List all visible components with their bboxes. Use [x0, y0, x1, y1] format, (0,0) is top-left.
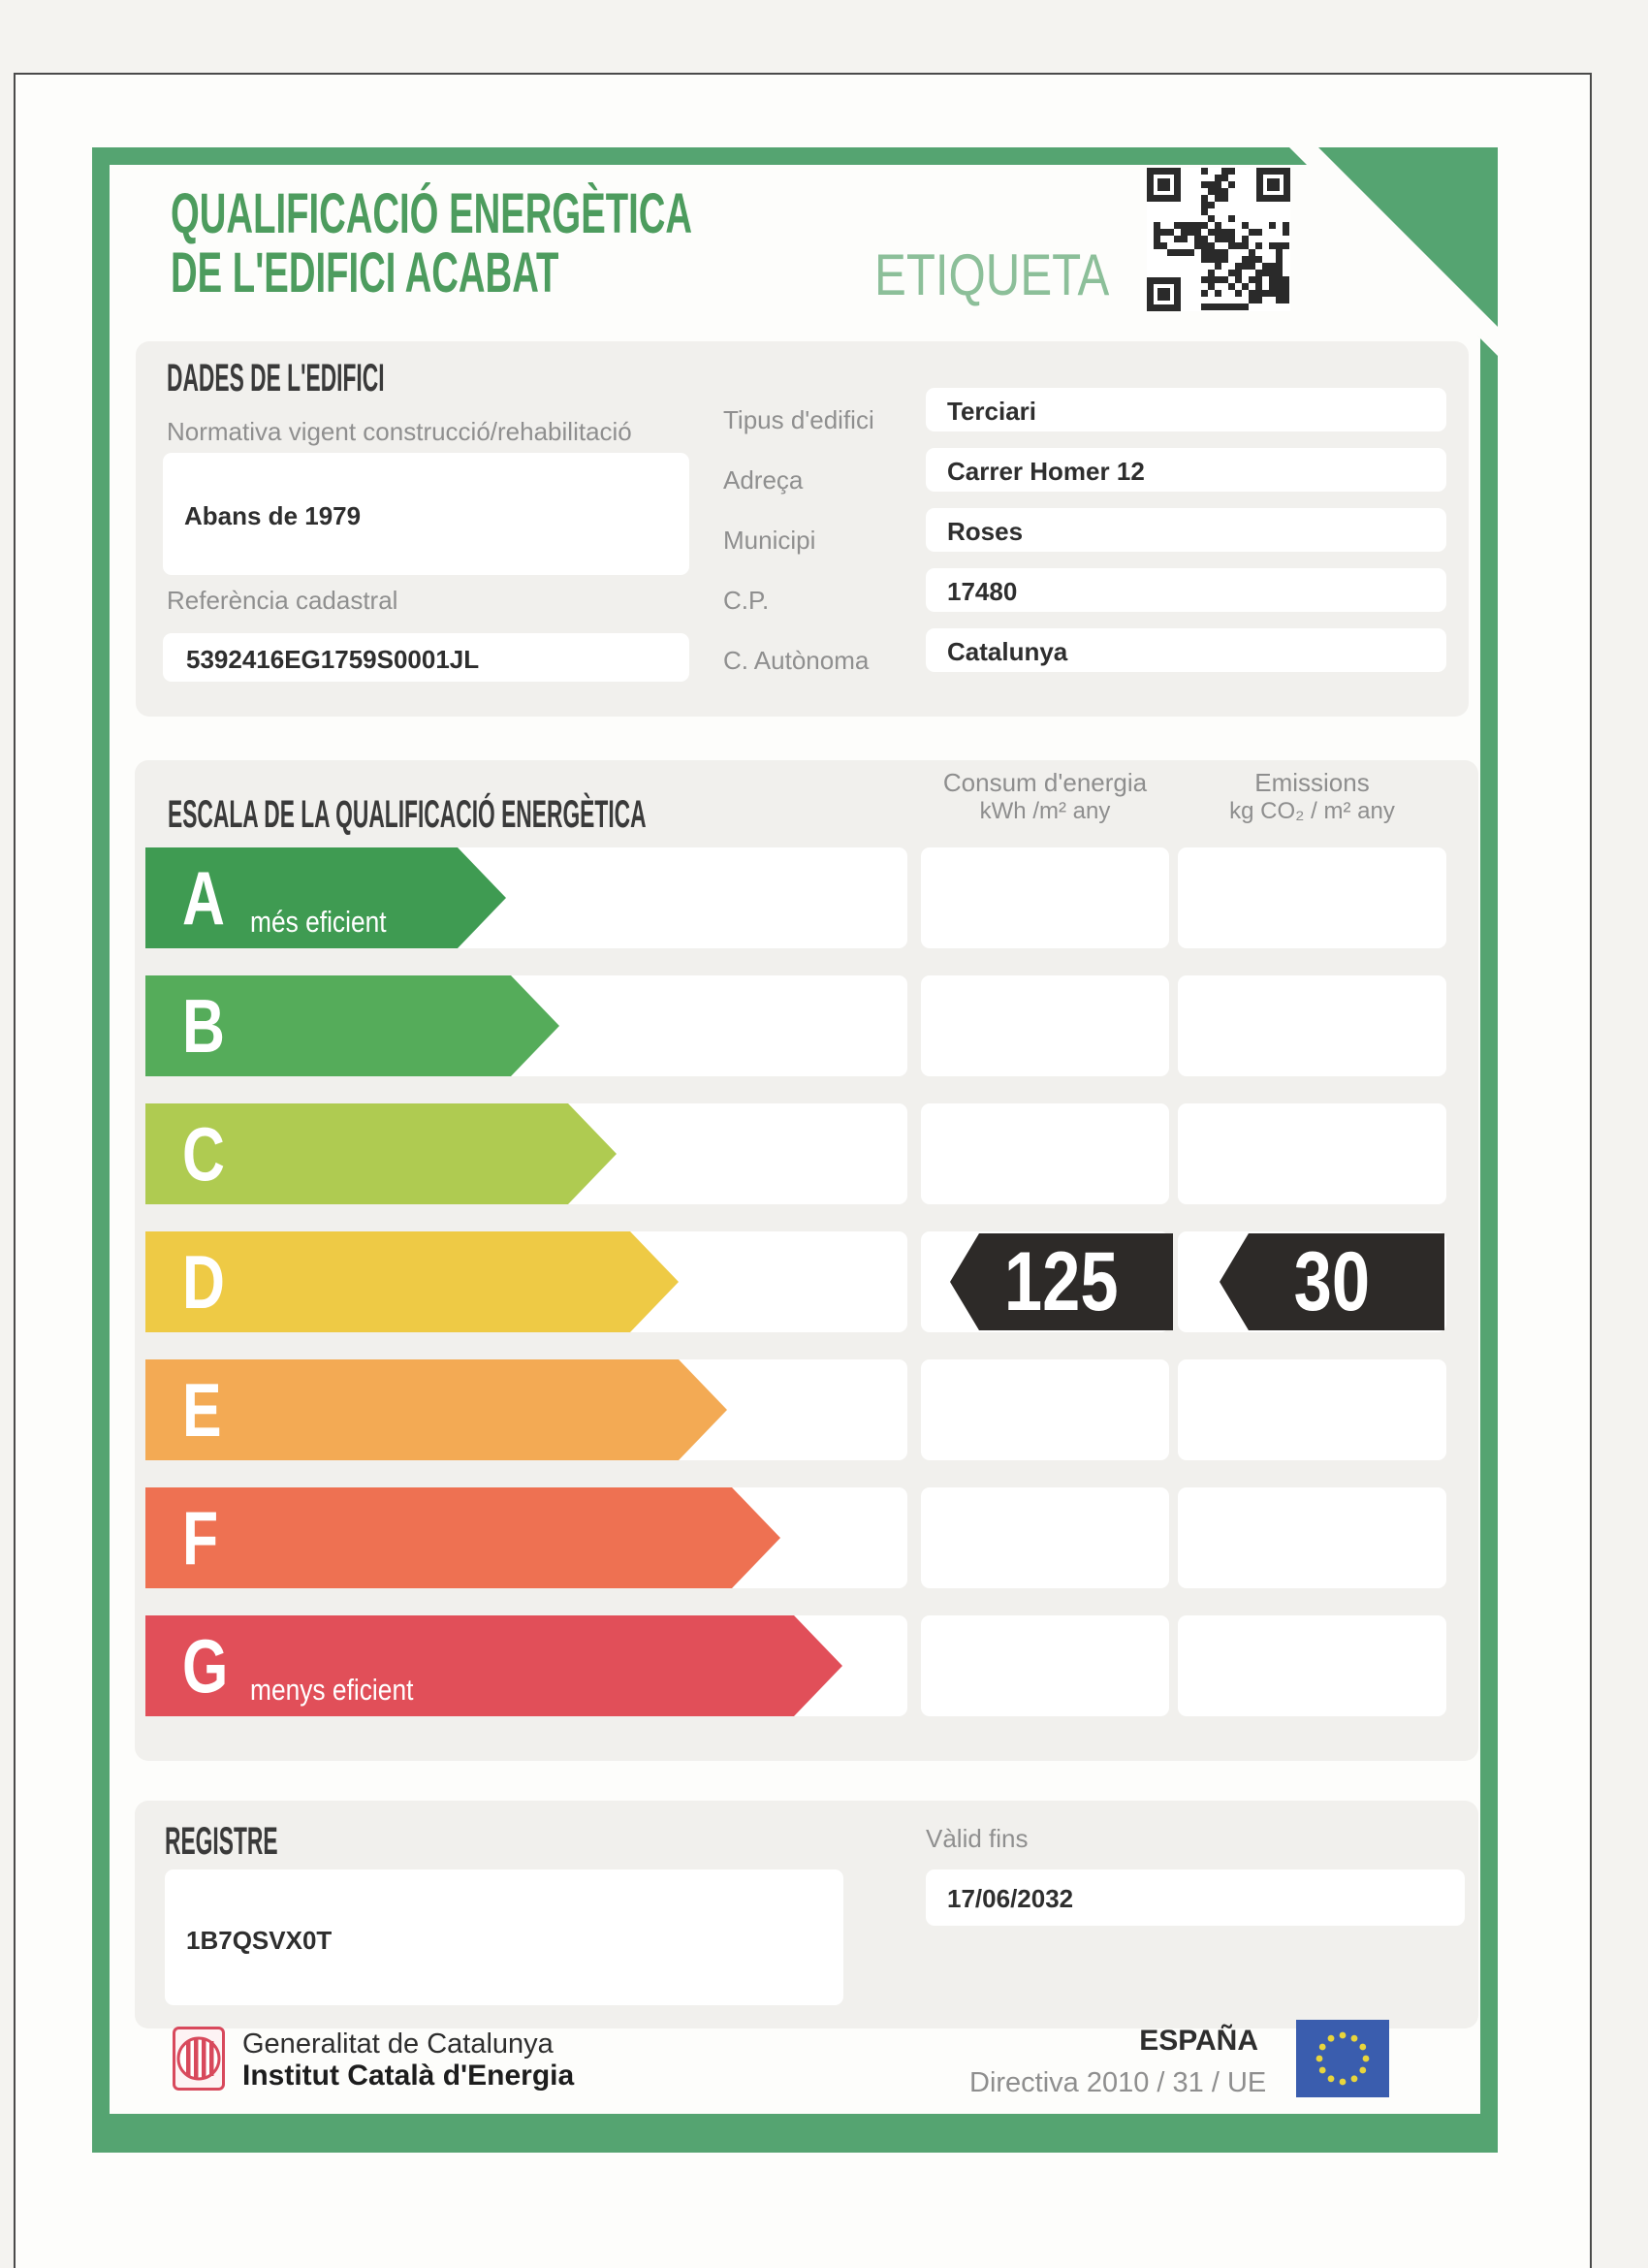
field-label-tipus: Tipus d'edifici	[723, 405, 874, 434]
rating-sublabel: més eficient	[250, 905, 387, 939]
emissions-value: 30	[1293, 1235, 1371, 1328]
valid-until-label: Vàlid fins	[926, 1824, 1029, 1853]
rating-letter: A	[182, 855, 225, 941]
org-name-line1: Generalitat de Catalunya	[242, 2028, 554, 2060]
emissions-cell	[1178, 847, 1446, 948]
rating-arrow-f: F	[145, 1487, 780, 1588]
consumption-cell	[921, 1615, 1169, 1716]
qr-finder-icon	[1147, 168, 1181, 202]
directive-label: Directiva 2010 / 31 / UE	[969, 2067, 1267, 2098]
field-value-cp: 17480	[947, 577, 1018, 606]
consumption-cell	[921, 847, 1169, 948]
valid-until-value: 17/06/2032	[947, 1884, 1074, 1913]
org-name-line2: Institut Català d'Energia	[242, 2060, 575, 2092]
emissions-cell	[1178, 1615, 1446, 1716]
emissions-cell	[1178, 975, 1446, 1076]
rating-arrow-c: C	[145, 1103, 617, 1204]
rating-letter: B	[182, 983, 225, 1069]
registry-panel: REGISTRE 1B7QSVX0T Vàlid fins 17/06/2032	[135, 1801, 1478, 2028]
field-value-autonoma: Catalunya	[947, 637, 1068, 666]
rating-letter: F	[182, 1495, 219, 1581]
qr-code	[1147, 168, 1290, 311]
consumption-cell	[921, 1359, 1169, 1460]
emissions-value-arrow: 30	[1220, 1233, 1444, 1330]
field-value-tipus: Terciari	[947, 397, 1037, 426]
field-label-cp: C.P.	[723, 586, 770, 615]
consumption-unit-text: kWh /m² any	[979, 798, 1111, 824]
building-data-panel: DADES DE L'EDIFICI Normativa vigent cons…	[136, 341, 1469, 717]
registry-value-box: 1B7QSVX0T	[165, 1869, 843, 2005]
corner-triangle	[1318, 147, 1498, 327]
rating-letter: E	[182, 1367, 222, 1453]
energy-scale-panel: ESCALA DE LA QUALIFICACIÓ ENERGÈTICA Con…	[135, 760, 1478, 1761]
field-label-adreca: Adreça	[723, 465, 804, 495]
etiqueta-label: ETIQUETA	[874, 242, 1110, 307]
rating-sublabel: menys eficient	[250, 1673, 414, 1707]
field-value-box: Carrer Homer 12	[926, 448, 1446, 492]
field-label-autonoma: C. Autònoma	[723, 646, 870, 675]
building-section-title: DADES DE L'EDIFICI	[167, 357, 385, 399]
rating-arrow-a: A més eficient	[145, 847, 506, 948]
green-frame	[92, 147, 1498, 2153]
rating-letter: D	[182, 1239, 225, 1325]
page-title-line2: DE L'EDIFICI ACABAT	[171, 241, 559, 304]
rating-arrow-g: G menys eficient	[145, 1615, 842, 1716]
normativa-value: Abans de 1979	[184, 501, 362, 530]
eu-flag-icon	[1296, 2020, 1389, 2097]
rating-letter: C	[182, 1111, 225, 1197]
consumption-value-arrow: 125	[950, 1233, 1173, 1330]
page-title-line1: QUALIFICACIÓ ENERGÈTICA	[171, 182, 693, 245]
field-value-box: 17480	[926, 568, 1446, 612]
normativa-value-box: Abans de 1979	[163, 453, 689, 575]
emissions-cell	[1178, 1359, 1446, 1460]
rating-letter: G	[182, 1623, 229, 1709]
consumption-cell	[921, 975, 1169, 1076]
consumption-header-text: Consum d'energia	[942, 768, 1148, 797]
registry-section-title: REGISTRE	[165, 1820, 278, 1863]
rating-arrow-e: E	[145, 1359, 727, 1460]
emissions-cell	[1178, 1487, 1446, 1588]
scale-section-title: ESCALA DE LA QUALIFICACIÓ ENERGÈTICA	[168, 793, 647, 836]
qr-finder-icon	[1147, 277, 1181, 311]
consumption-value: 125	[1004, 1235, 1119, 1328]
emissions-column-header: Emissions kg CO₂ / m² any	[1178, 768, 1446, 826]
generalitat-logo-icon	[173, 2027, 225, 2091]
field-label-municipi: Municipi	[723, 526, 816, 555]
field-value-box: Roses	[926, 508, 1446, 552]
registry-value: 1B7QSVX0T	[186, 1926, 333, 1955]
country-label: ESPAÑA	[1139, 2025, 1258, 2057]
rating-arrow-d: D	[145, 1231, 679, 1332]
qr-finder-icon	[1256, 168, 1290, 202]
valid-until-box: 17/06/2032	[926, 1869, 1465, 1926]
consumption-cell	[921, 1487, 1169, 1588]
cadastral-label: Referència cadastral	[167, 586, 398, 615]
emissions-unit-text: kg CO₂ / m² any	[1229, 798, 1395, 824]
field-value-box: Terciari	[926, 388, 1446, 431]
cadastral-value: 5392416EG1759S0001JL	[186, 645, 480, 674]
field-value-box: Catalunya	[926, 628, 1446, 672]
field-value-municipi: Roses	[947, 517, 1024, 546]
field-value-adreca: Carrer Homer 12	[947, 457, 1145, 486]
consumption-column-header: Consum d'energia kWh /m² any	[921, 768, 1169, 826]
qr-modules	[1147, 168, 1154, 175]
normativa-label: Normativa vigent construcció/rehabilitac…	[167, 417, 632, 446]
cadastral-value-box: 5392416EG1759S0001JL	[163, 633, 689, 682]
emissions-cell	[1178, 1103, 1446, 1204]
consumption-cell	[921, 1103, 1169, 1204]
rating-arrow-b: B	[145, 975, 559, 1076]
emissions-header-text: Emissions	[1254, 768, 1370, 797]
